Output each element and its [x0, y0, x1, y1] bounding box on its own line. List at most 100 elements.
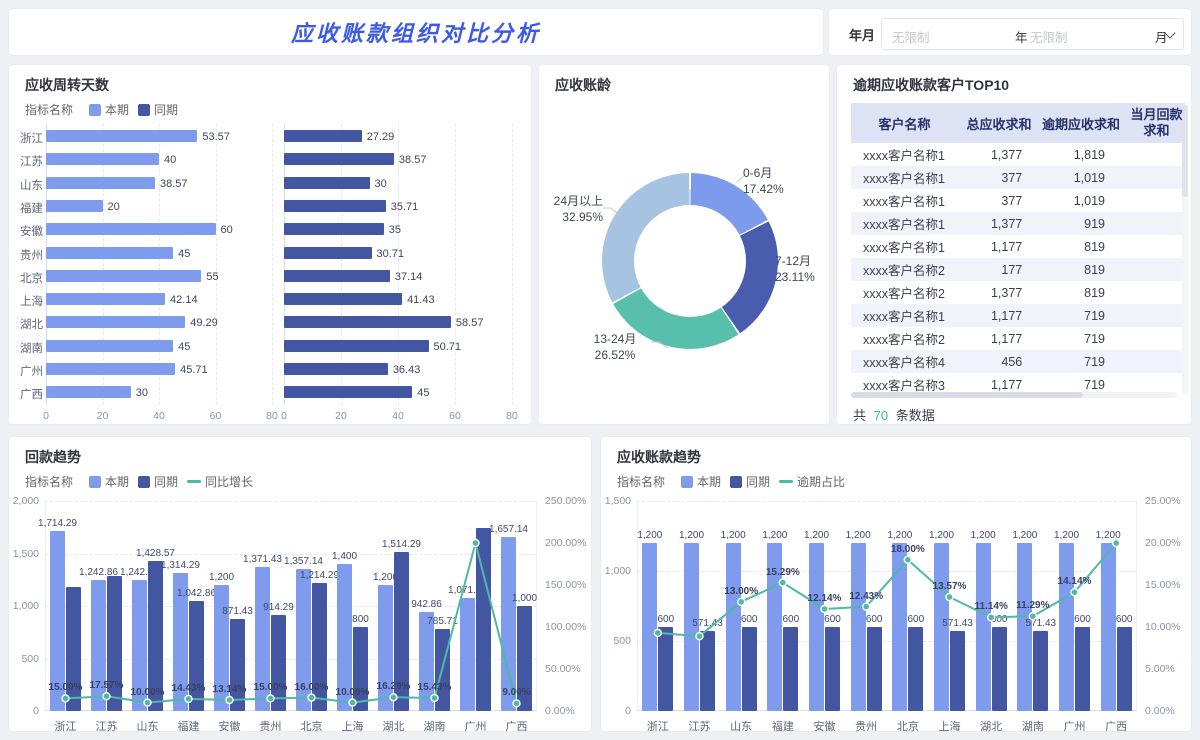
bar-本期-湖北[interactable] [975, 543, 991, 711]
table-row[interactable]: xxxx客户名称2 1,177 719 [851, 327, 1185, 350]
column-header-0[interactable]: 客户名称 [878, 116, 931, 132]
bar-同期-山东[interactable] [148, 561, 163, 711]
bar-本期-湖南[interactable] [1017, 543, 1033, 711]
bar-同期-贵州[interactable] [284, 246, 372, 259]
bar-同期-广州[interactable] [284, 363, 388, 375]
bar-本期-湖北[interactable] [46, 316, 186, 329]
bar-本期-广州[interactable] [46, 363, 176, 375]
bar-同期-湖南[interactable] [284, 339, 429, 352]
bar-同期-贵州[interactable] [866, 627, 882, 711]
bar-本期-北京[interactable] [296, 568, 311, 711]
table-row[interactable]: xxxx客户名称1 1,177 819 [851, 235, 1185, 258]
bar-同期-湖北[interactable] [284, 316, 451, 329]
bar-本期-上海[interactable] [934, 543, 949, 711]
bar-本期-山东[interactable] [46, 176, 155, 189]
legend-item-同比增长[interactable]: 同比增长 [187, 473, 253, 490]
bar-同期-浙江[interactable] [66, 586, 81, 711]
table-row[interactable]: xxxx客户名称3 1,177 719 [851, 373, 1185, 396]
bar-同期-福建[interactable] [284, 199, 386, 212]
bar-本期-北京[interactable] [892, 543, 908, 711]
bar-本期-广西[interactable] [46, 386, 131, 399]
bar-同期-江苏[interactable] [107, 576, 122, 711]
bar-同期-湖南[interactable] [1033, 630, 1049, 711]
y2-tick-label: 25.00% [1145, 495, 1181, 507]
legend-item-同期[interactable]: 同期 [730, 473, 770, 490]
bar-同期-广西[interactable] [1116, 627, 1132, 711]
bar-同期-安徽[interactable] [284, 223, 384, 236]
bar-本期-安徽[interactable] [809, 543, 824, 711]
bar-本期-浙江[interactable] [642, 543, 658, 711]
table-vertical-scrollbar[interactable] [1182, 105, 1188, 395]
year-month-filter-input[interactable]: 无限制 年 无限制 月 [881, 18, 1184, 50]
table-row[interactable]: xxxx客户名称2 1,377 819 [851, 281, 1185, 304]
bar-同期-广州[interactable] [1075, 627, 1090, 711]
table-row[interactable]: xxxx客户名称4 456 719 [851, 350, 1185, 373]
table-horizontal-scrollbar[interactable] [851, 392, 1177, 398]
bar-同期-福建[interactable] [189, 601, 204, 711]
bar-同期-江苏[interactable] [284, 153, 394, 166]
bar-同期-上海[interactable] [950, 630, 965, 711]
bar-同期-广西[interactable] [284, 386, 413, 399]
bar-本期-广西[interactable] [501, 537, 516, 711]
bar-本期-江苏[interactable] [46, 153, 159, 166]
bar-本期-安徽[interactable] [46, 223, 216, 236]
bar-本期-贵州[interactable] [850, 543, 866, 711]
table-row[interactable]: xxxx客户名称1 377 1,019 [851, 189, 1185, 212]
year-placeholder[interactable]: 无限制 [892, 31, 930, 45]
bar-本期-上海[interactable] [46, 293, 166, 306]
bar-同期-江苏[interactable] [700, 630, 715, 711]
month-placeholder[interactable]: 无限制 [1030, 31, 1068, 45]
table-row[interactable]: xxxx客户名称1 1,177 719 [851, 304, 1185, 327]
bar-本期-广西[interactable] [1100, 543, 1116, 711]
legend-item-本期[interactable]: 本期 [89, 101, 129, 118]
legend-item-逾期占比[interactable]: 逾期占比 [779, 473, 845, 490]
bar-本期-福建[interactable] [173, 572, 188, 711]
bar-本期-上海[interactable] [337, 564, 352, 711]
bar-同期-浙江[interactable] [658, 627, 674, 711]
bar-同期-广州[interactable] [476, 527, 491, 711]
bar-同期-安徽[interactable] [230, 619, 245, 711]
column-header-1[interactable]: 总应收求和 [966, 116, 1032, 132]
bar-本期-湖北[interactable] [378, 585, 393, 711]
bar-本期-北京[interactable] [46, 269, 202, 282]
legend-item-本期[interactable]: 本期 [89, 473, 129, 490]
bar-本期-福建[interactable] [46, 199, 103, 212]
table-row[interactable]: xxxx客户名称1 1,377 919 [851, 212, 1185, 235]
bar-同期-北京[interactable] [284, 269, 390, 282]
bar-本期-安徽[interactable] [214, 585, 229, 711]
column-header-2[interactable]: 逾期应收求和 [1041, 116, 1120, 132]
bar-本期-浙江[interactable] [46, 130, 198, 142]
bar-同期-上海[interactable] [353, 627, 368, 711]
bar-本期-浙江[interactable] [50, 530, 65, 711]
bar-同期-浙江[interactable] [284, 130, 362, 142]
bar-本期-江苏[interactable] [684, 543, 699, 711]
bar-同期-广西[interactable] [517, 606, 532, 711]
bar-本期-贵州[interactable] [46, 246, 174, 259]
bar-同期-安徽[interactable] [825, 627, 840, 711]
bar-同期-贵州[interactable] [271, 614, 286, 711]
bar-同期-北京[interactable] [312, 583, 327, 711]
bar-本期-湖南[interactable] [46, 339, 174, 352]
legend-item-本期[interactable]: 本期 [681, 473, 721, 490]
bar-本期-广州[interactable] [1059, 543, 1074, 711]
legend-item-同期[interactable]: 同期 [138, 473, 178, 490]
bar-同期-山东[interactable] [741, 627, 757, 711]
legend-item-同期[interactable]: 同期 [138, 101, 178, 118]
bar-本期-江苏[interactable] [91, 580, 106, 711]
bar-本期-湖南[interactable] [419, 611, 434, 711]
bar-同期-湖北[interactable] [991, 627, 1007, 711]
bar-同期-上海[interactable] [284, 293, 403, 306]
column-header-3[interactable]: 当月回款求和 [1130, 107, 1183, 138]
bar-本期-山东[interactable] [725, 543, 741, 711]
bar-本期-山东[interactable] [132, 580, 147, 711]
table-row[interactable]: xxxx客户名称1 377 1,019 [851, 166, 1185, 189]
cell: xxxx客户名称1 [863, 149, 945, 163]
bar-同期-福建[interactable] [783, 627, 799, 711]
bar-同期-北京[interactable] [908, 627, 924, 711]
table-row[interactable]: xxxx客户名称2 177 819 [851, 258, 1185, 281]
bar-本期-贵州[interactable] [255, 566, 270, 711]
bar-同期-山东[interactable] [284, 176, 370, 189]
bar-同期-湖北[interactable] [394, 551, 409, 711]
table-row[interactable]: xxxx客户名称1 1,377 1,819 [851, 143, 1185, 166]
bar-本期-广州[interactable] [460, 598, 475, 711]
